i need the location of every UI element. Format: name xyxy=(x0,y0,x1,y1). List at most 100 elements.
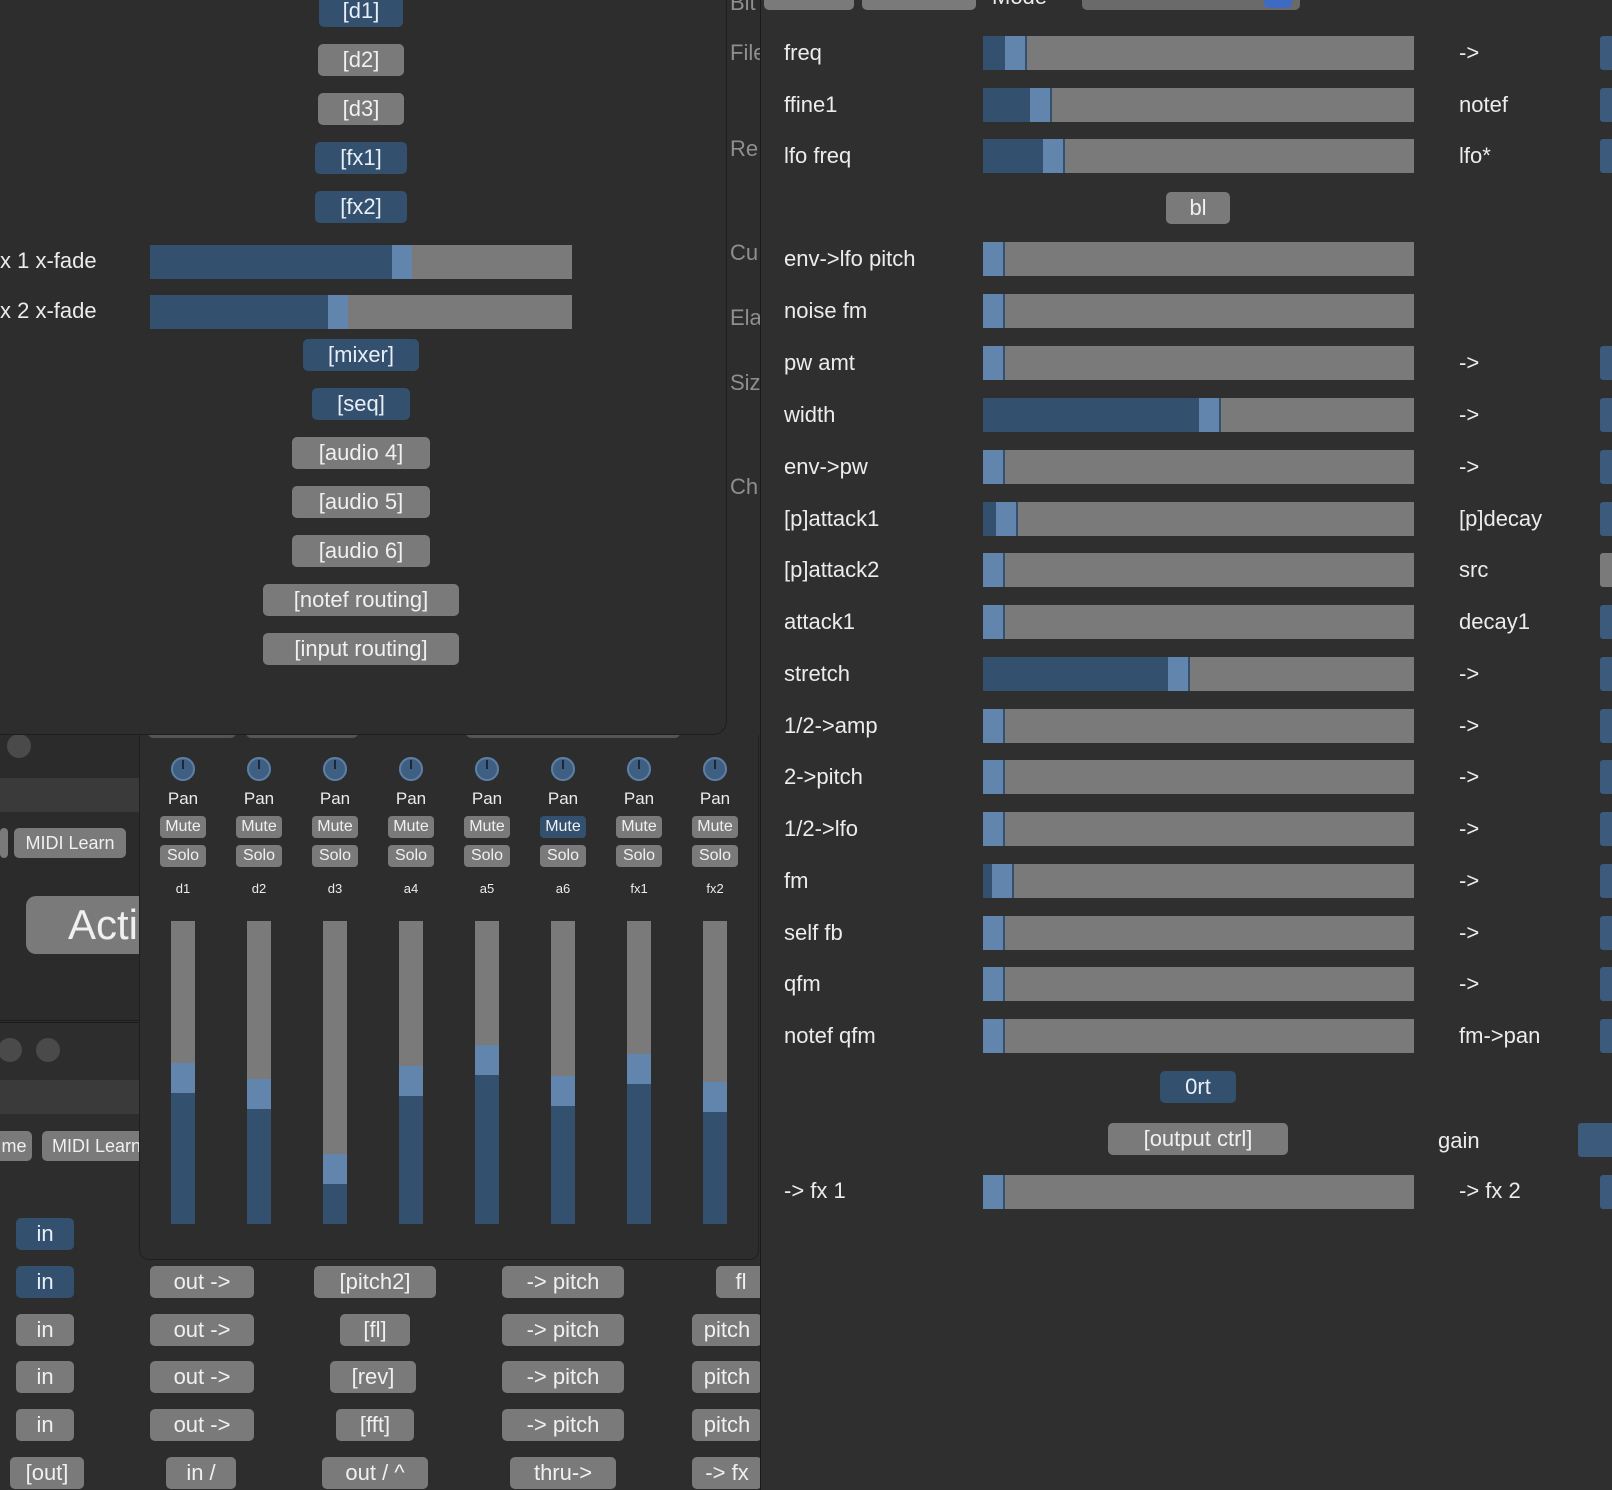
left-button-11[interactable]: [input routing] xyxy=(263,633,459,665)
fader-thumb[interactable] xyxy=(475,1045,499,1076)
solo-button-d2[interactable]: Solo xyxy=(236,845,282,867)
param-slider-1[interactable] xyxy=(983,88,1414,122)
slider-thumb[interactable] xyxy=(983,967,1003,1001)
right-edge-control-11[interactable] xyxy=(1600,657,1612,691)
mute-button-d2[interactable]: Mute xyxy=(236,816,282,838)
param-slider-10[interactable] xyxy=(983,605,1414,639)
window-control-icon[interactable] xyxy=(7,734,31,758)
routing-cell-5-2[interactable]: out / ^ xyxy=(322,1457,428,1489)
right-edge-control-16[interactable] xyxy=(1600,916,1612,950)
slider-thumb[interactable] xyxy=(983,1175,1003,1209)
right-edge-control-13[interactable] xyxy=(1600,760,1612,794)
right-edge-control-9[interactable] xyxy=(1600,553,1612,587)
pan-knob-icon[interactable] xyxy=(247,757,271,781)
fader-fx1[interactable] xyxy=(627,921,651,1224)
slider-thumb[interactable] xyxy=(983,709,1003,743)
routing-cell-3-0[interactable]: in xyxy=(16,1361,74,1393)
left-button-0[interactable]: [d1] xyxy=(319,0,403,27)
fader-thumb[interactable] xyxy=(323,1154,347,1185)
routing-cell-1-3[interactable]: -> pitch xyxy=(502,1266,624,1298)
midi-learn-button[interactable]: MIDI Learn xyxy=(14,828,126,858)
param-slider-0[interactable] xyxy=(983,36,1414,70)
routing-cell-2-0[interactable]: in xyxy=(16,1314,74,1346)
solo-button-fx2[interactable]: Solo xyxy=(692,845,738,867)
param-slider-15[interactable] xyxy=(983,864,1414,898)
midi-learn-button-2[interactable]: MIDI Learn xyxy=(42,1131,150,1161)
solo-button-fx1[interactable]: Solo xyxy=(616,845,662,867)
fader-thumb[interactable] xyxy=(703,1081,727,1112)
slider-thumb[interactable] xyxy=(1004,36,1025,70)
partial-button[interactable] xyxy=(0,828,8,858)
param-slider-5[interactable] xyxy=(983,346,1414,380)
left-button-9[interactable]: [audio 6] xyxy=(292,535,430,567)
fx2-send-edge[interactable] xyxy=(1600,1175,1612,1209)
left-button-6[interactable]: [seq] xyxy=(312,388,410,420)
fader-thumb[interactable] xyxy=(551,1075,575,1106)
slider-thumb[interactable] xyxy=(983,450,1003,484)
routing-cell-5-0[interactable]: [out] xyxy=(10,1457,84,1489)
routing-cell-3-2[interactable]: [rev] xyxy=(330,1361,416,1393)
routing-cell-2-1[interactable]: out -> xyxy=(150,1314,254,1346)
slider-thumb[interactable] xyxy=(983,760,1003,794)
param-slider-8[interactable] xyxy=(983,502,1414,536)
right-edge-control-10[interactable] xyxy=(1600,605,1612,639)
right-edge-control-6[interactable] xyxy=(1600,398,1612,432)
pan-knob-icon[interactable] xyxy=(551,757,575,781)
fader-a6[interactable] xyxy=(551,921,575,1224)
mute-button-a5[interactable]: Mute xyxy=(464,816,510,838)
param-slider-2[interactable] xyxy=(983,139,1414,173)
routing-cell-1-2[interactable]: [pitch2] xyxy=(314,1266,436,1298)
crossfade-slider-1[interactable] xyxy=(150,245,572,279)
routing-cell-3-4[interactable]: pitch xyxy=(692,1361,762,1393)
routing-cell-4-4[interactable]: pitch xyxy=(692,1409,762,1441)
right-edge-control-18[interactable] xyxy=(1600,1019,1612,1053)
right-edge-control-14[interactable] xyxy=(1600,812,1612,846)
header-button-1[interactable] xyxy=(764,0,854,10)
window-close-icon[interactable] xyxy=(0,1038,22,1062)
slider-thumb[interactable] xyxy=(1030,88,1051,122)
param-slider-13[interactable] xyxy=(983,760,1414,794)
right-edge-control-7[interactable] xyxy=(1600,450,1612,484)
right-edge-control-15[interactable] xyxy=(1600,864,1612,898)
left-button-2[interactable]: [d3] xyxy=(318,93,404,125)
routing-cell-2-4[interactable]: pitch xyxy=(692,1314,762,1346)
routing-cell-1-0[interactable]: in xyxy=(16,1266,74,1298)
param-slider-9[interactable] xyxy=(983,553,1414,587)
fader-d1[interactable] xyxy=(171,921,195,1224)
routing-cell-4-2[interactable]: [fft] xyxy=(336,1409,414,1441)
ort-button[interactable]: 0rt xyxy=(1160,1071,1236,1103)
slider-thumb[interactable] xyxy=(983,812,1003,846)
param-slider-16[interactable] xyxy=(983,916,1414,950)
pan-knob-icon[interactable] xyxy=(475,757,499,781)
right-edge-control-0[interactable] xyxy=(1600,36,1612,70)
slider-thumb[interactable] xyxy=(328,295,349,329)
mute-button-fx1[interactable]: Mute xyxy=(616,816,662,838)
slider-thumb[interactable] xyxy=(983,916,1003,950)
routing-cell-0-0[interactable]: in xyxy=(16,1218,74,1250)
slider-thumb[interactable] xyxy=(1168,657,1189,691)
param-slider-14[interactable] xyxy=(983,812,1414,846)
solo-button-d1[interactable]: Solo xyxy=(160,845,206,867)
header-button-2[interactable] xyxy=(862,0,976,10)
left-button-3[interactable]: [fx1] xyxy=(315,142,407,174)
solo-button-a6[interactable]: Solo xyxy=(540,845,586,867)
crossfade-slider-2[interactable] xyxy=(150,295,572,329)
pan-knob-icon[interactable] xyxy=(399,757,423,781)
routing-cell-2-3[interactable]: -> pitch xyxy=(502,1314,624,1346)
name-button[interactable]: me xyxy=(0,1131,32,1161)
fader-a4[interactable] xyxy=(399,921,423,1224)
slider-thumb[interactable] xyxy=(995,502,1016,536)
mute-button-fx2[interactable]: Mute xyxy=(692,816,738,838)
slider-thumb[interactable] xyxy=(391,245,412,279)
param-slider-18[interactable] xyxy=(983,1019,1414,1053)
param-slider-4[interactable] xyxy=(983,294,1414,328)
left-button-5[interactable]: [mixer] xyxy=(303,339,419,371)
action-button[interactable]: Acti xyxy=(26,896,156,954)
left-button-10[interactable]: [notef routing] xyxy=(263,584,459,616)
slider-thumb[interactable] xyxy=(991,864,1012,898)
fader-a5[interactable] xyxy=(475,921,499,1224)
left-button-8[interactable]: [audio 5] xyxy=(292,486,430,518)
slider-thumb[interactable] xyxy=(983,294,1003,328)
pan-knob-icon[interactable] xyxy=(171,757,195,781)
routing-cell-1-4[interactable]: fl xyxy=(716,1266,766,1298)
